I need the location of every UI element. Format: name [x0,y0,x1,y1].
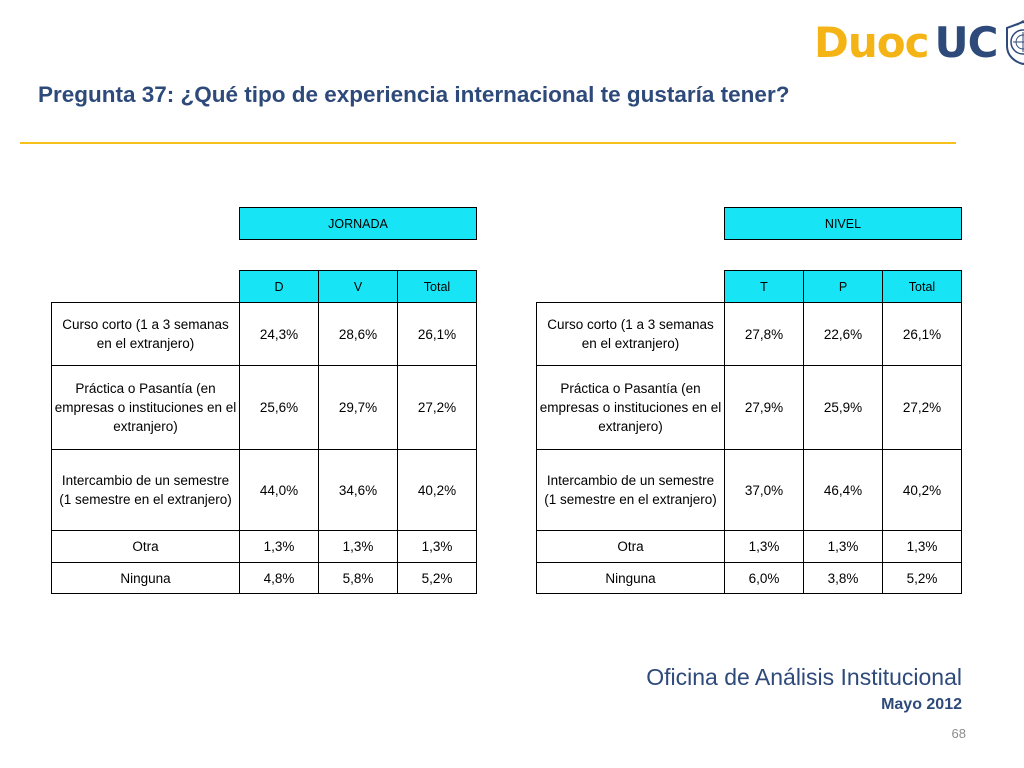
row-label: Ninguna [51,562,240,594]
row-label: Práctica o Pasantía (en empresas o insti… [51,365,240,450]
table-row: Otra 1,3% 1,3% 1,3% [536,530,962,563]
group-header: NIVEL [724,207,962,240]
cell-value: 4,8% [239,562,319,594]
cell-value: 27,2% [397,365,477,450]
cell-value: 25,9% [803,365,883,450]
table-gap [537,240,962,271]
title-divider [20,142,956,144]
row-label: Práctica o Pasantía (en empresas o insti… [536,365,725,450]
column-header: D [239,270,319,303]
cell-value: 1,3% [882,530,962,563]
table-corner [537,271,725,303]
table-row: Curso corto (1 a 3 semanas en el extranj… [51,302,477,366]
table-gap [52,240,477,271]
cell-value: 1,3% [318,530,398,563]
cell-value: 26,1% [882,302,962,366]
cell-value: 6,0% [724,562,804,594]
university-seal-icon [1006,20,1024,66]
table-corner [537,208,725,240]
cell-value: 1,3% [397,530,477,563]
cell-value: 3,8% [803,562,883,594]
row-label: Intercambio de un semestre (1 semestre e… [51,449,240,531]
column-header: Total [397,270,477,303]
row-label: Intercambio de un semestre (1 semestre e… [536,449,725,531]
column-header: T [724,270,804,303]
column-header: P [803,270,883,303]
table-corner [52,208,240,240]
column-header: V [318,270,398,303]
table-row: Ninguna 4,8% 5,8% 5,2% [51,562,477,594]
row-label: Ninguna [536,562,725,594]
cell-value: 27,8% [724,302,804,366]
cell-value: 27,9% [724,365,804,450]
slide-title: Pregunta 37: ¿Qué tipo de experiencia in… [38,82,790,107]
cell-value: 28,6% [318,302,398,366]
page-number: 68 [951,726,966,741]
cell-value: 22,6% [803,302,883,366]
row-label: Otra [536,530,725,563]
table-row: Intercambio de un semestre (1 semestre e… [51,449,477,531]
cell-value: 27,2% [882,365,962,450]
cell-value: 5,8% [318,562,398,594]
cell-value: 1,3% [803,530,883,563]
cell-value: 26,1% [397,302,477,366]
duoc-uc-logo: Duoc UC [814,18,1024,68]
logo-text-duoc: Duoc [814,18,930,67]
cell-value: 25,6% [239,365,319,450]
cell-value: 37,0% [724,449,804,531]
column-header: Total [882,270,962,303]
table-row: Ninguna 6,0% 3,8% 5,2% [536,562,962,594]
cell-value: 46,4% [803,449,883,531]
cell-value: 5,2% [882,562,962,594]
cell-value: 40,2% [397,449,477,531]
cell-value: 44,0% [239,449,319,531]
table-row: Intercambio de un semestre (1 semestre e… [536,449,962,531]
footer-date: Mayo 2012 [881,696,962,713]
jornada-table: JORNADA D V Total Curso corto (1 a 3 sem… [51,207,477,594]
table-row: Práctica o Pasantía (en empresas o insti… [536,365,962,450]
cell-value: 1,3% [239,530,319,563]
table-row: Práctica o Pasantía (en empresas o insti… [51,365,477,450]
row-label: Otra [51,530,240,563]
table-row: Otra 1,3% 1,3% 1,3% [51,530,477,563]
nivel-table: NIVEL T P Total Curso corto (1 a 3 seman… [536,207,962,594]
logo-text-uc: UC [934,18,999,67]
cell-value: 29,7% [318,365,398,450]
footer-office: Oficina de Análisis Institucional [646,664,962,690]
row-label: Curso corto (1 a 3 semanas en el extranj… [51,302,240,366]
cell-value: 5,2% [397,562,477,594]
group-header: JORNADA [239,207,477,240]
table-corner [52,271,240,303]
cell-value: 40,2% [882,449,962,531]
cell-value: 34,6% [318,449,398,531]
table-row: Curso corto (1 a 3 semanas en el extranj… [536,302,962,366]
row-label: Curso corto (1 a 3 semanas en el extranj… [536,302,725,366]
cell-value: 24,3% [239,302,319,366]
cell-value: 1,3% [724,530,804,563]
